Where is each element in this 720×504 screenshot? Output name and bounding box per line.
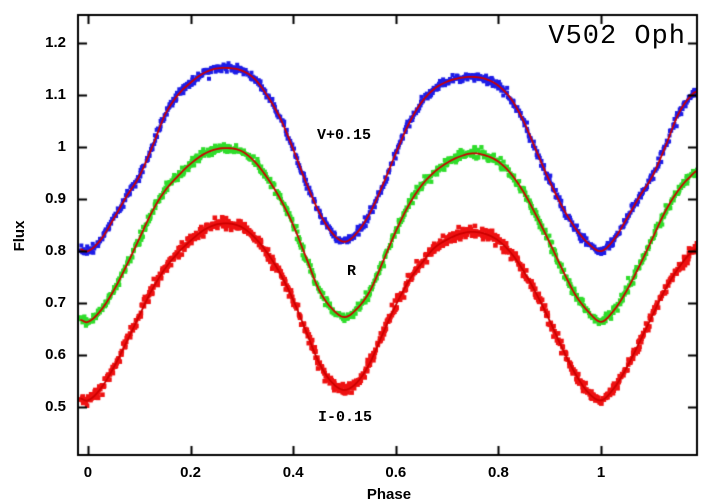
x-tick-label: 0.8: [487, 464, 509, 481]
y-tick-label: 0.6: [45, 346, 66, 364]
x-axis-label: Phase: [366, 486, 412, 503]
series-label-r: R: [347, 263, 357, 280]
y-tick-label: 0.8: [45, 242, 66, 260]
x-tick-label: 0.2: [180, 464, 201, 481]
chart-title: V502 Oph: [548, 22, 686, 52]
y-tick-label: 1: [57, 138, 66, 156]
y-tick-label: 1.1: [45, 86, 66, 104]
series-label-v: V+0.15: [317, 127, 372, 144]
x-tick-label: 0.4: [282, 464, 304, 481]
y-tick-label: 0.9: [45, 190, 66, 208]
y-tick-label: 1.2: [45, 34, 66, 52]
x-tick-label: 0.6: [385, 464, 407, 481]
series-label-i: I-0.15: [318, 409, 373, 426]
x-tick-label: 1: [596, 464, 606, 481]
y-axis-label: Flux: [11, 220, 28, 252]
x-tick-label: 0: [83, 464, 93, 481]
y-tick-label: 0.7: [45, 294, 66, 312]
y-tick-label: 0.5: [45, 398, 66, 416]
